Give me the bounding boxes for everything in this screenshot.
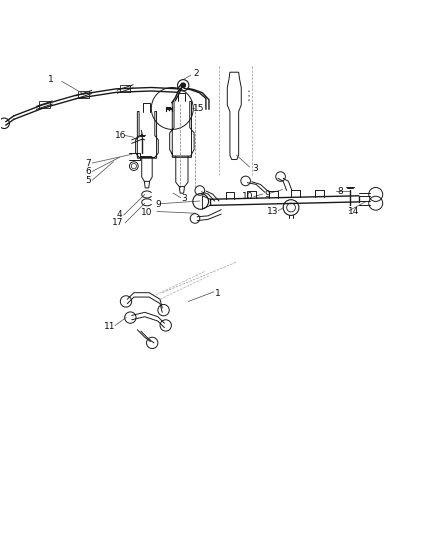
Circle shape [181, 83, 185, 87]
Text: 13: 13 [267, 207, 279, 216]
Text: 2: 2 [193, 69, 199, 78]
Bar [39, 101, 49, 108]
Text: 8: 8 [338, 187, 343, 196]
Text: 3: 3 [181, 195, 187, 203]
Text: 5: 5 [85, 175, 91, 184]
Text: 16: 16 [115, 131, 127, 140]
Text: 10: 10 [242, 192, 253, 201]
Text: 14: 14 [348, 207, 359, 216]
Text: 17: 17 [112, 219, 124, 228]
Text: 1: 1 [48, 75, 54, 84]
Text: 11: 11 [104, 322, 116, 331]
Text: 7: 7 [85, 158, 91, 167]
Text: 10: 10 [141, 208, 153, 217]
Text: 1: 1 [215, 289, 221, 298]
Text: 3: 3 [252, 164, 258, 173]
Text: 6: 6 [85, 167, 91, 176]
Text: 9: 9 [155, 200, 161, 209]
Bar [120, 85, 131, 92]
Bar [78, 91, 89, 98]
Text: 15: 15 [193, 104, 204, 113]
Text: 4: 4 [117, 211, 122, 220]
Text: 9: 9 [264, 190, 270, 199]
